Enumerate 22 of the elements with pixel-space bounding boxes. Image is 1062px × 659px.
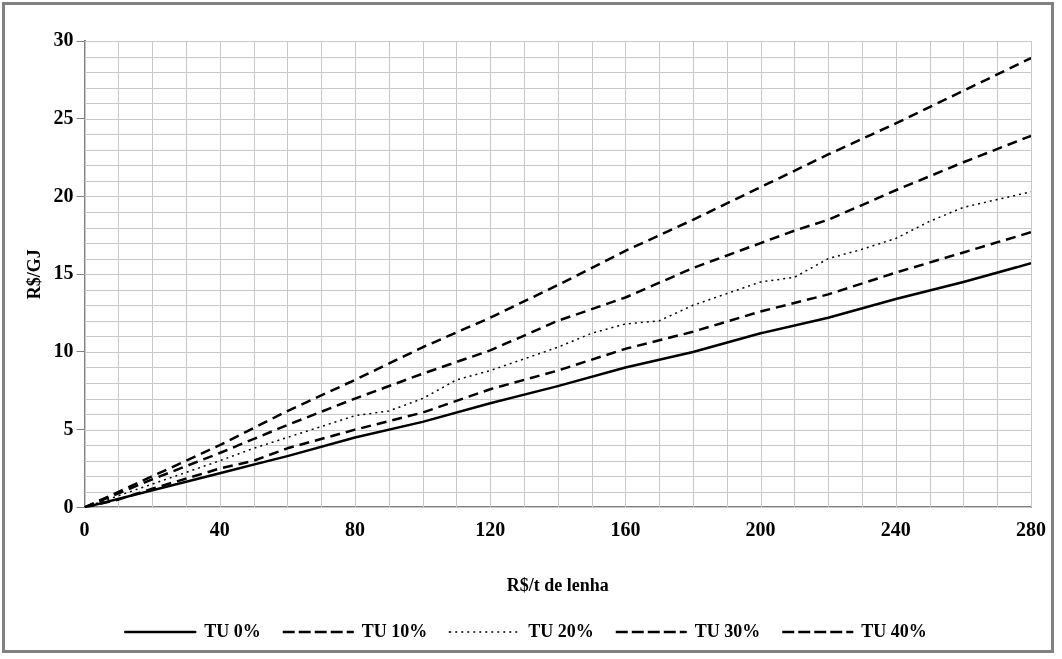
legend-label: TU 30% — [694, 620, 761, 641]
legend-label: TU 10% — [361, 620, 428, 641]
y-tick-label: 15 — [53, 261, 74, 284]
x-tick-label: 200 — [745, 517, 776, 540]
y-tick-label: 25 — [53, 105, 74, 128]
x-tick-label: 240 — [880, 517, 911, 540]
legend-label: TU 40% — [861, 620, 927, 641]
y-axis-title: R$/GJ — [24, 249, 45, 300]
x-tick-label: 80 — [345, 517, 365, 540]
legend-label: TU 20% — [528, 620, 594, 641]
x-tick-label: 40 — [209, 517, 230, 540]
y-tick-label: 20 — [53, 183, 74, 206]
y-tick-label: 10 — [53, 339, 74, 362]
x-tick-label: 0 — [79, 517, 90, 540]
x-tick-label: 280 — [1016, 517, 1046, 540]
x-tick-label: 160 — [610, 517, 641, 540]
y-tick-label: 0 — [63, 494, 74, 517]
y-tick-label: 5 — [63, 416, 74, 439]
legend-label: TU 0% — [204, 620, 261, 641]
x-axis-title: R$/t de lenha — [506, 574, 609, 595]
y-tick-label: 30 — [53, 28, 74, 51]
x-tick-label: 120 — [475, 517, 506, 540]
